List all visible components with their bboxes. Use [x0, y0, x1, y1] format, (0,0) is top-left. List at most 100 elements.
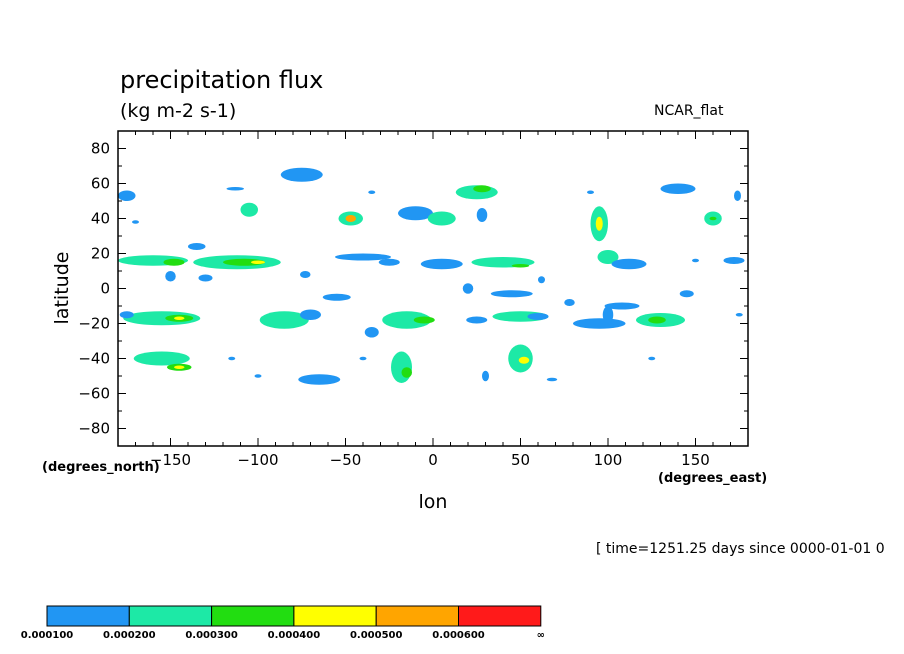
colorbar: 0.000100 0.000200 0.000300 0.000400 0.000500…	[21, 605, 545, 641]
precip-cell	[300, 271, 311, 278]
colorbar-label: 0.000500	[350, 630, 403, 641]
time-info: [ time=1251.25 days since 0000-01-01 0	[596, 541, 885, 557]
precip-cell	[165, 271, 176, 282]
precip-cell	[254, 374, 262, 378]
precip-cell	[587, 190, 594, 194]
precip-cell	[660, 183, 696, 194]
precip-cell	[564, 299, 575, 306]
y-tick-label: −40	[78, 350, 110, 368]
precip-cell	[538, 276, 545, 284]
precip-cell	[482, 370, 489, 382]
precip-cell	[345, 215, 356, 222]
plot-axes: −150 −100 −50 0 50 100 150 80 60 40 20 0 −20 −40 −60 −8…	[78, 130, 749, 469]
colorbar-label: 0.000600	[432, 630, 485, 641]
precip-cell	[223, 258, 265, 266]
y-tick-label: 80	[91, 140, 110, 158]
precip-cell	[118, 190, 136, 201]
colorbar-label: 0.000100	[21, 630, 74, 641]
precip-cell	[602, 306, 614, 324]
x-tick-label: −50	[330, 451, 362, 469]
precip-cell	[240, 202, 258, 217]
precip-cell	[476, 208, 488, 222]
precip-cell	[420, 258, 463, 270]
palette-name: NCAR_flat	[654, 103, 724, 119]
precip-cell	[280, 167, 323, 182]
precip-cell	[679, 290, 694, 298]
precip-cell	[462, 283, 474, 294]
precip-cell	[466, 316, 488, 324]
x-tick-label: 100	[594, 451, 623, 469]
plot-area	[118, 167, 745, 385]
precip-cell	[511, 264, 530, 268]
colorbar-label: 0.000200	[103, 630, 156, 641]
plot-frame	[117, 130, 749, 447]
precip-cell	[398, 206, 433, 221]
x-tick-label: 0	[428, 451, 438, 469]
precip-cell	[427, 211, 456, 226]
precip-cell	[259, 311, 309, 329]
precip-cell	[163, 258, 185, 266]
precip-cell	[473, 185, 491, 193]
precip-cell	[413, 316, 435, 324]
precip-cell	[527, 313, 549, 320]
colorbar-swatch	[375, 605, 460, 627]
precip-cell	[378, 258, 400, 266]
precip-cell	[518, 356, 530, 364]
precip-cell	[401, 367, 412, 378]
y-tick-label: 60	[91, 175, 110, 193]
precip-cell	[648, 356, 656, 361]
y-tick-label: −60	[78, 385, 110, 403]
x-tick-label: −100	[237, 451, 278, 469]
precip-cell	[490, 290, 533, 298]
colorbar-swatch	[211, 605, 295, 627]
y-tick-label: 20	[91, 245, 110, 263]
precip-cell	[251, 260, 265, 264]
precip-cell	[228, 356, 236, 361]
precip-cell	[198, 274, 213, 282]
precip-cell	[174, 316, 185, 320]
precip-cell	[692, 258, 699, 263]
colorbar-swatch	[293, 605, 377, 627]
y-tick-label: −20	[78, 315, 110, 333]
precip-cell	[595, 216, 603, 231]
x-axis-label: lon	[418, 491, 448, 513]
y-tick-label: 40	[91, 210, 110, 228]
precip-cell	[359, 356, 367, 361]
x-tick-label: 50	[511, 451, 530, 469]
precip-cell	[597, 250, 619, 264]
x-tick-label: 150	[681, 451, 710, 469]
precip-cell	[611, 258, 647, 270]
precip-cell	[735, 313, 743, 317]
x-tick-label: −150	[150, 451, 191, 469]
precip-cell	[335, 253, 391, 261]
precip-cell	[546, 377, 558, 382]
precip-cell	[382, 311, 432, 329]
precip-cell	[391, 351, 412, 383]
chart-title: precipitation flux	[120, 66, 324, 94]
precip-cell	[734, 190, 741, 201]
chart-units: (kg m-2 s-1)	[120, 100, 237, 122]
precip-cell	[174, 365, 185, 369]
colorbar-swatch	[128, 605, 213, 627]
precip-cell	[648, 316, 666, 324]
y-tick-label: 0	[100, 280, 110, 298]
precip-cell	[368, 190, 376, 194]
precip-cell	[364, 327, 379, 338]
precip-cell	[322, 293, 351, 301]
precip-cell	[123, 311, 201, 326]
precip-cell	[709, 216, 717, 221]
y-axis-units: (degrees_north)	[42, 460, 160, 475]
colorbar-label: 0.000300	[185, 630, 238, 641]
colorbar-swatch	[458, 605, 542, 627]
precip-cell	[133, 351, 190, 366]
colorbar-label: 0.000400	[268, 630, 321, 641]
y-tick-label: −80	[78, 420, 110, 438]
colorbar-swatch	[46, 605, 130, 627]
colorbar-label: ∞	[537, 630, 545, 641]
precip-cell	[604, 302, 640, 310]
precip-cell	[298, 374, 341, 385]
precip-cell	[300, 309, 321, 320]
precip-cell	[723, 257, 745, 264]
x-axis-units: (degrees_east)	[658, 471, 768, 486]
